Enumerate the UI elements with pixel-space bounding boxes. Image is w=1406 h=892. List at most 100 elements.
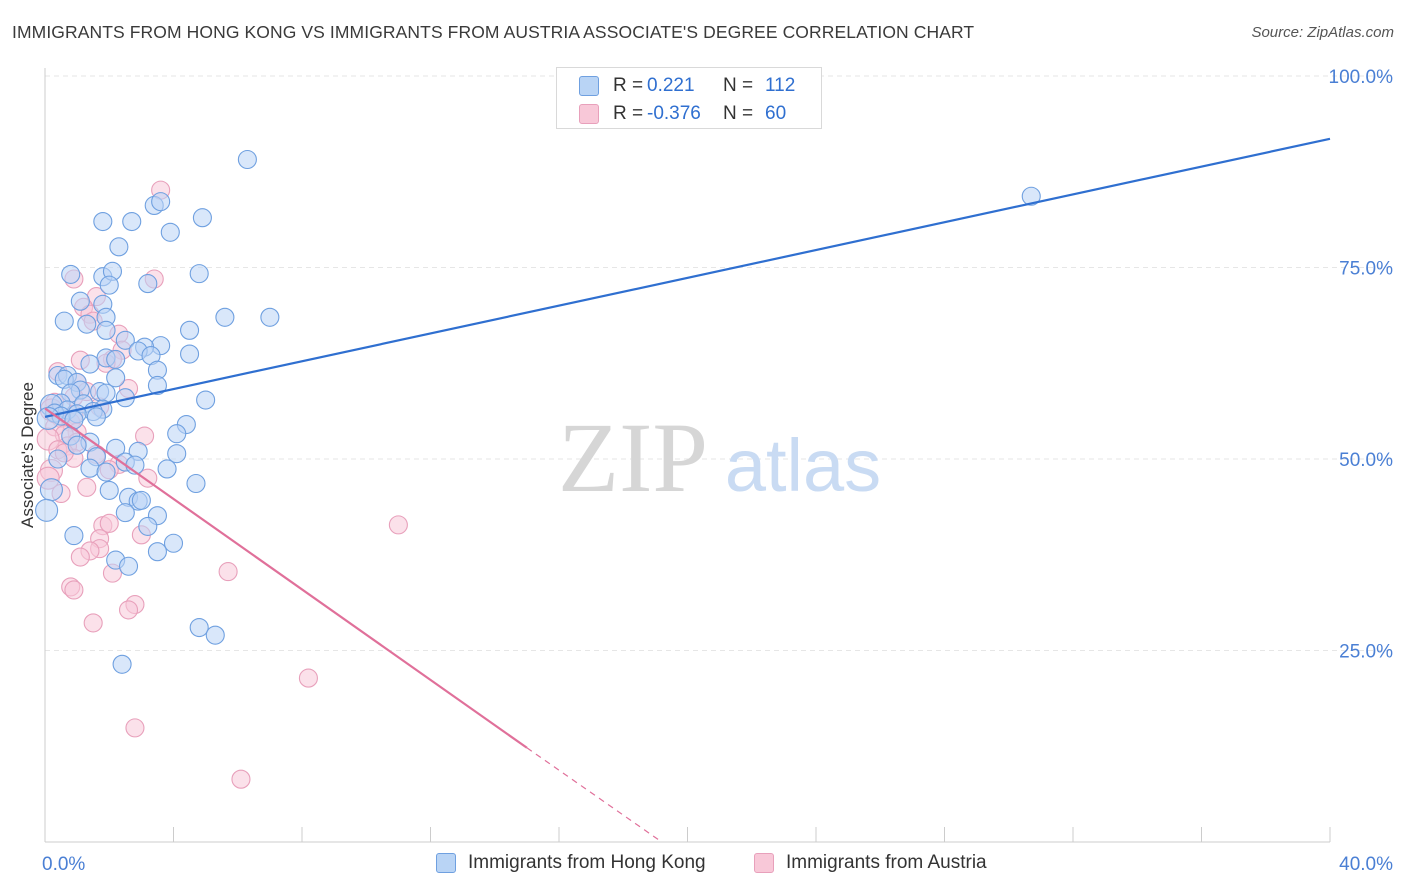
hong-kong-point	[189, 617, 209, 638]
hong-kong-point	[109, 237, 129, 257]
legend-n-label: N =	[723, 75, 754, 96]
y-tick-label: 25.0%	[1339, 642, 1393, 663]
hong-kong-point	[67, 435, 87, 455]
watermark-zip: ZIP	[558, 402, 708, 513]
hong-kong-point	[99, 275, 119, 295]
hong-kong-point	[189, 264, 209, 284]
hong-kong-point	[64, 526, 84, 546]
hong-kong-point	[64, 410, 84, 430]
hong-kong-point	[157, 459, 177, 479]
hong-kong-point	[1021, 186, 1041, 206]
austria-point	[218, 562, 238, 582]
legend-n-value: 112	[765, 75, 796, 96]
austria-point	[70, 547, 90, 567]
austria-point	[138, 468, 158, 488]
austria-point	[77, 477, 97, 497]
legend-label-hong-kong: Immigrants from Hong Kong	[468, 852, 706, 873]
x-tick-label: 40.0%	[1339, 854, 1393, 875]
y-tick-label: 75.0%	[1339, 259, 1393, 280]
austria-point	[231, 769, 251, 789]
hong-kong-point	[167, 444, 187, 464]
legend-swatch-pink	[579, 104, 599, 124]
legend-label-austria: Immigrants from Austria	[786, 852, 987, 873]
legend-r-value: 0.221	[647, 75, 695, 96]
legend-r-value: -0.376	[647, 103, 701, 124]
hong-kong-point	[180, 344, 200, 364]
legend-swatch-pink	[754, 853, 774, 873]
hong-kong-point	[163, 533, 184, 553]
y-tick-label: 100.0%	[1329, 67, 1394, 88]
hong-kong-point	[151, 192, 171, 212]
source-label: Source: ZipAtlas.com	[1251, 24, 1394, 41]
hong-kong-point	[93, 211, 113, 232]
austria-point	[99, 513, 119, 533]
austria-point	[118, 600, 139, 620]
legend-r-label: R =	[613, 75, 644, 96]
hong-kong-point	[96, 383, 116, 403]
legend-n-label: N =	[723, 103, 754, 124]
chart-title: IMMIGRANTS FROM HONG KONG VS IMMIGRANTS …	[12, 22, 975, 42]
legend-row-austria: R = -0.376 N = 60	[579, 101, 786, 127]
hong-kong-point	[48, 449, 68, 469]
hong-kong-point	[61, 264, 81, 284]
hong-kong-point	[106, 368, 126, 388]
hong-kong-point	[115, 330, 135, 350]
watermark: ZIP atlas	[558, 402, 881, 513]
grid-lines	[45, 75, 1395, 651]
hong-kong-point	[237, 149, 257, 170]
legend-r-label: R =	[613, 103, 644, 124]
hong-kong-point	[112, 654, 132, 674]
series-legend: Immigrants from Hong Kong Immigrants fro…	[0, 852, 1406, 878]
hong-kong-point	[99, 480, 119, 500]
y-tick-labels: 25.0% 50.0% 75.0% 100.0%	[1329, 67, 1394, 663]
hong-kong-point	[122, 211, 142, 232]
hong-kong-point	[205, 625, 225, 645]
hong-kong-point	[106, 349, 126, 369]
legend-swatch-blue	[579, 76, 599, 96]
austria-point	[64, 580, 84, 600]
hong-kong-point	[96, 462, 116, 482]
x-tick-label: 0.0%	[42, 854, 85, 875]
hong-kong-point	[260, 307, 280, 327]
legend-row-hong-kong: R = 0.221 N = 112	[579, 73, 795, 99]
hong-kong-point	[131, 490, 151, 510]
hong-kong-point	[118, 556, 139, 576]
austria-point	[388, 515, 408, 535]
trend-lines	[44, 137, 1331, 843]
y-tick-label: 50.0%	[1339, 450, 1393, 471]
series-austria-points	[36, 180, 408, 789]
hong-kong-point	[196, 390, 216, 410]
axes	[44, 68, 1331, 843]
hong-kong-point	[192, 208, 212, 228]
hong-kong-point	[80, 458, 100, 478]
legend-item-austria[interactable]: Immigrants from Austria	[754, 852, 987, 874]
austria-point	[83, 613, 103, 633]
hong-kong-point	[77, 314, 97, 334]
x-tick-labels: 0.0% 40.0%	[42, 854, 1393, 875]
hong-kong-point	[147, 542, 167, 562]
hong-kong-point	[147, 375, 167, 396]
hong-kong-point	[54, 311, 74, 331]
watermark-atlas: atlas	[725, 424, 881, 507]
legend-item-hong-kong[interactable]: Immigrants from Hong Kong	[436, 852, 706, 874]
hong-kong-point	[96, 320, 116, 340]
series-hong-kong-points	[35, 149, 1041, 674]
hong-kong-point	[86, 407, 106, 427]
y-axis-label: Associate's Degree	[18, 382, 37, 528]
austria-point	[125, 718, 145, 738]
legend-swatch-blue	[436, 853, 456, 873]
hong-kong-point	[70, 291, 90, 311]
hong-kong-point	[115, 503, 135, 523]
hong-kong-point	[180, 320, 200, 340]
hong-kong-point	[35, 498, 59, 522]
austria-trend-extension	[526, 747, 663, 843]
hong-kong-trend-line	[44, 137, 1331, 418]
hong-kong-point	[167, 424, 187, 444]
legend-n-value: 60	[765, 103, 787, 124]
hong-kong-point	[160, 222, 180, 242]
hong-kong-point	[39, 478, 63, 502]
hong-kong-point	[138, 274, 158, 294]
hong-kong-point	[80, 354, 100, 374]
hong-kong-point	[215, 307, 235, 327]
